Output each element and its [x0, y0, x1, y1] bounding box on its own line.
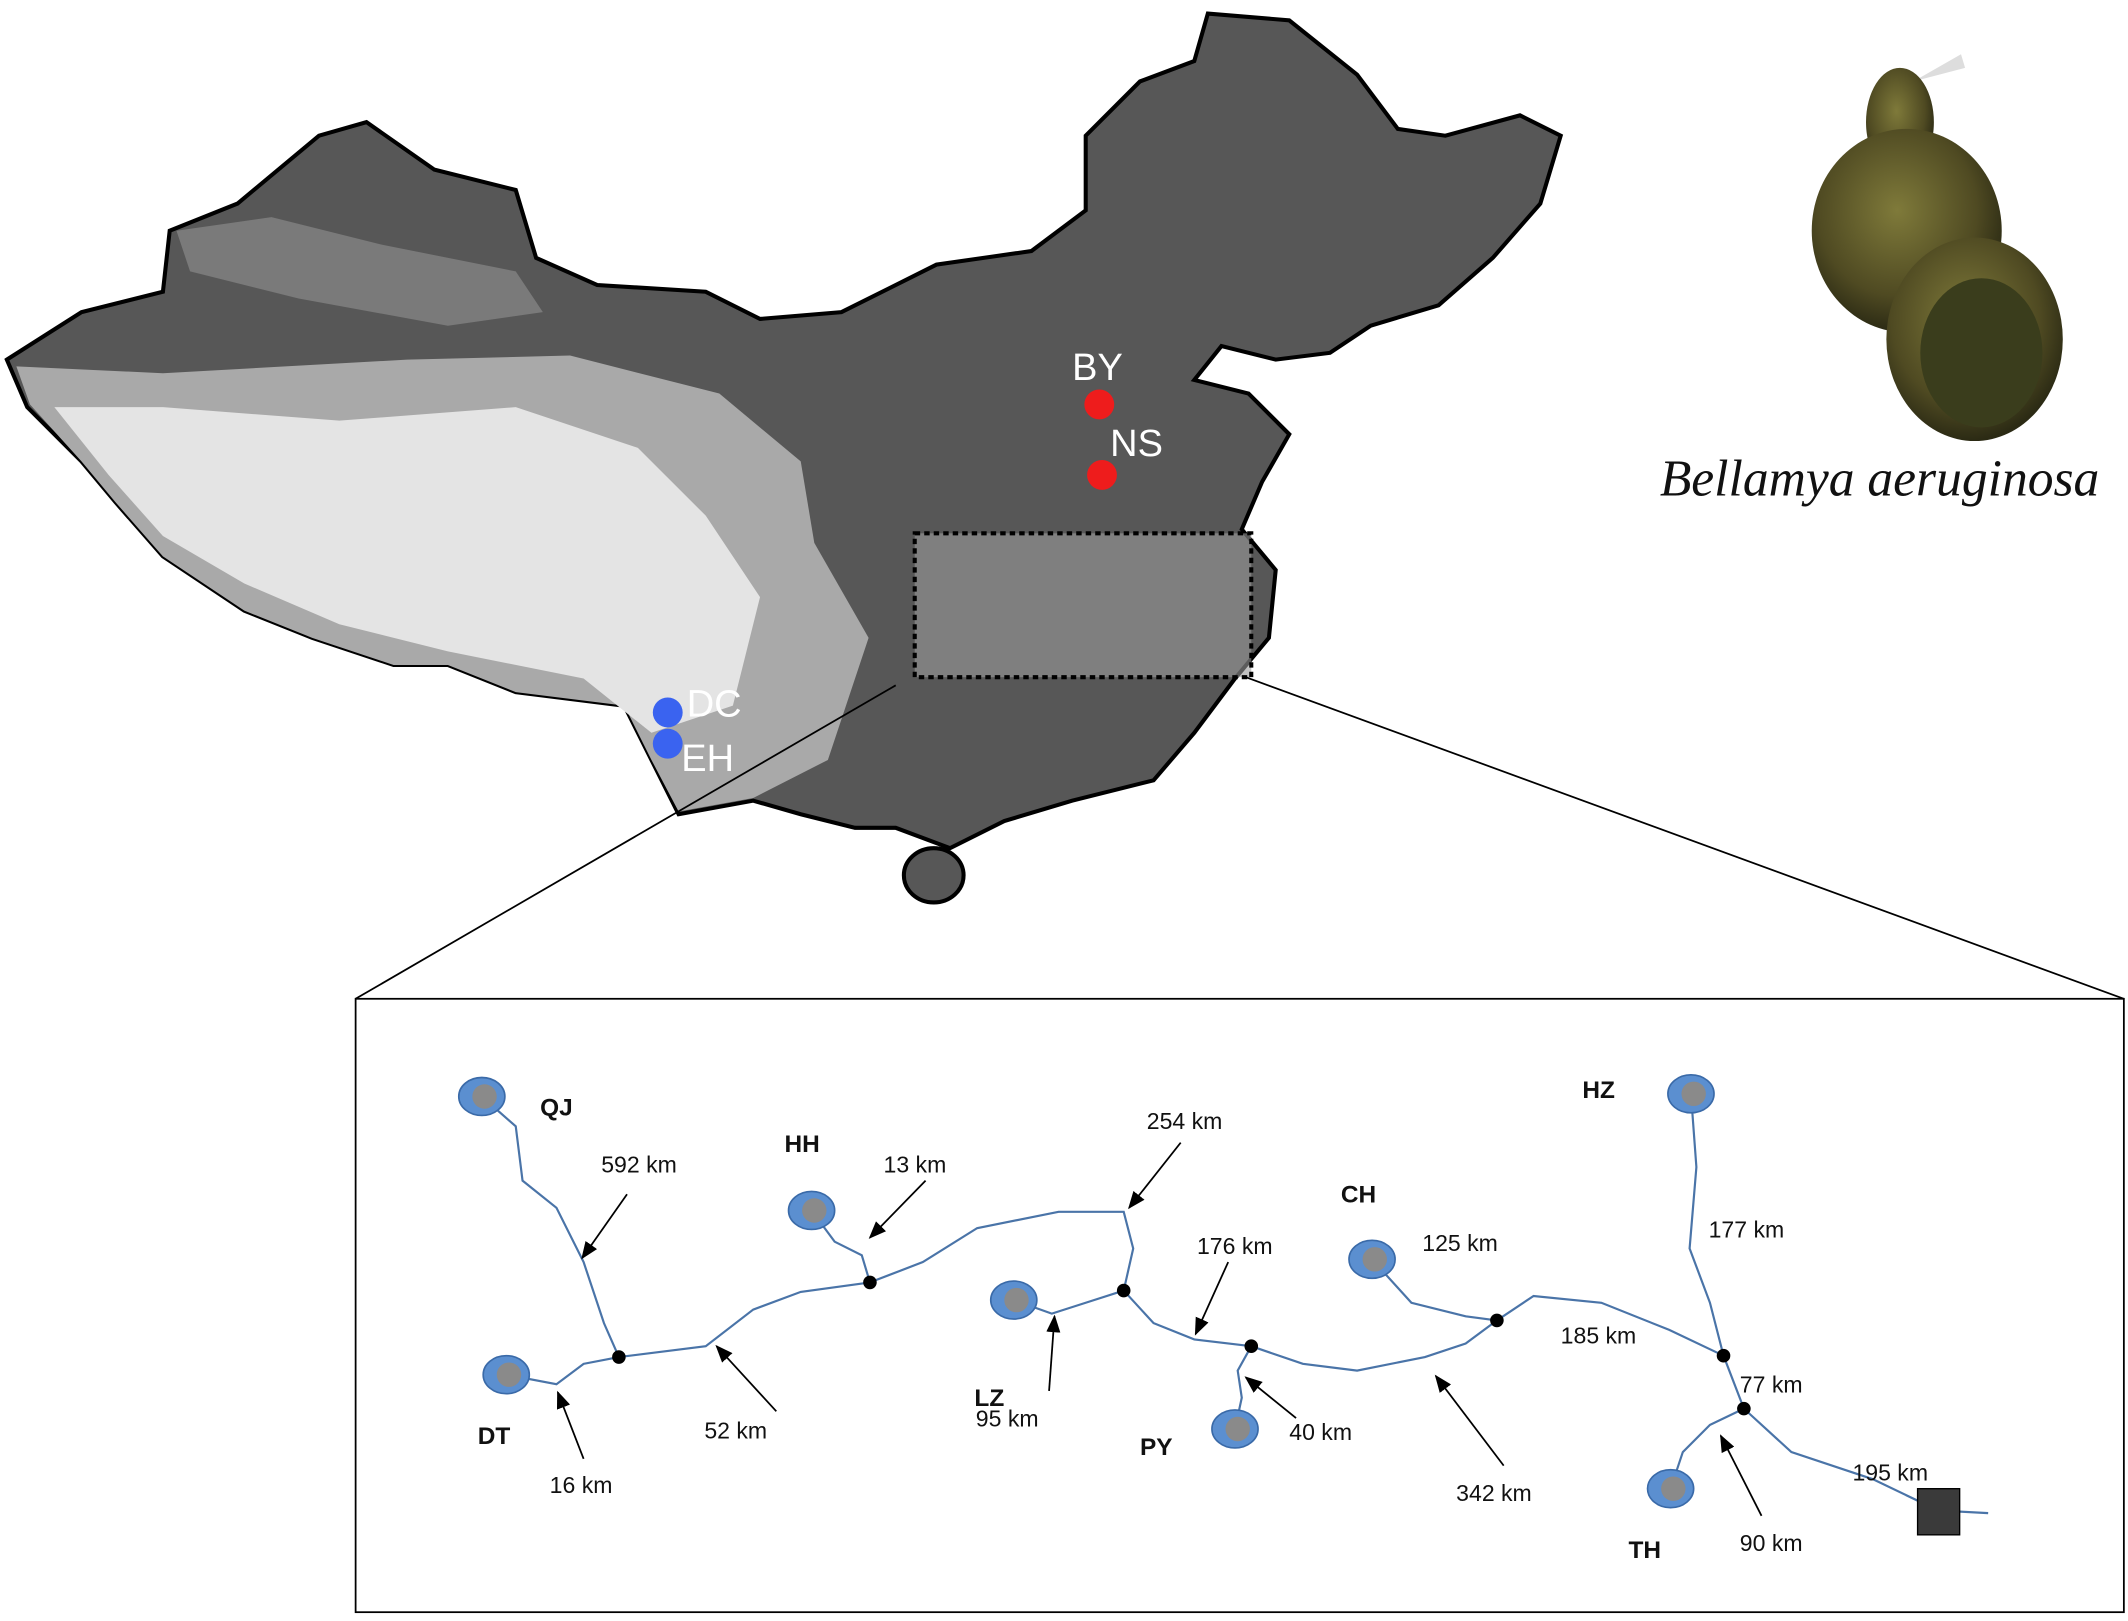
distance: 95 km — [976, 1405, 1039, 1431]
site-name: HZ — [1582, 1077, 1615, 1104]
zoom-line — [1245, 676, 2125, 1000]
distance: 195 km — [1852, 1460, 1928, 1486]
zoom-line — [355, 684, 897, 1000]
site-dot — [652, 697, 683, 728]
arrow — [1244, 1376, 1297, 1419]
river — [618, 1281, 871, 1359]
arrows — [556, 1142, 1763, 1517]
china-map: BY NS DC EH — [4, 11, 1564, 905]
map-basin — [176, 217, 543, 326]
river — [1688, 1093, 1725, 1356]
junction — [612, 1350, 626, 1364]
site-dot — [652, 728, 683, 759]
junction — [1490, 1313, 1504, 1328]
river — [1496, 1294, 1724, 1357]
pond — [1211, 1409, 1259, 1449]
species-name: Bellamya aeruginosa — [1660, 450, 2100, 507]
river — [1722, 1355, 1745, 1410]
snail-photo — [1811, 54, 2063, 442]
pond — [989, 1280, 1038, 1320]
pond — [1646, 1468, 1695, 1509]
arrow — [556, 1390, 585, 1460]
junction — [1116, 1283, 1131, 1298]
site-name: CH — [1341, 1181, 1376, 1208]
ponds — [457, 1073, 1715, 1509]
arrow — [868, 1180, 927, 1239]
distance: 13 km — [884, 1151, 947, 1177]
site-dot — [1084, 389, 1115, 420]
river — [506, 1355, 620, 1386]
river — [481, 1095, 620, 1358]
river — [1371, 1258, 1498, 1322]
site-label: NS — [1110, 423, 1163, 465]
pond — [787, 1190, 836, 1231]
site-name: HH — [784, 1131, 819, 1158]
arrow — [1046, 1314, 1061, 1392]
river — [869, 1210, 1135, 1291]
junction — [1737, 1401, 1751, 1416]
distance: 52 km — [704, 1417, 767, 1443]
network-box — [354, 997, 2125, 1614]
pond — [457, 1076, 506, 1117]
site-name: PY — [1140, 1434, 1173, 1461]
distance: 176 km — [1197, 1233, 1273, 1259]
river — [1250, 1319, 1498, 1372]
site-label: EH — [681, 738, 734, 780]
distance: 342 km — [1456, 1480, 1532, 1506]
outlet — [1916, 1488, 1961, 1536]
pond — [1348, 1239, 1396, 1280]
distance: 177 km — [1709, 1217, 1785, 1243]
arrow — [1434, 1374, 1505, 1467]
arrow — [1194, 1261, 1230, 1336]
junctions — [612, 1275, 1961, 1536]
site-label: DC — [687, 684, 742, 726]
distance: 40 km — [1289, 1419, 1352, 1445]
river — [1122, 1289, 1252, 1348]
site-name: LZ — [974, 1385, 1004, 1412]
map-island — [901, 846, 966, 905]
distance: 77 km — [1740, 1371, 1803, 1397]
distance: 125 km — [1422, 1230, 1498, 1256]
distance: 90 km — [1740, 1530, 1803, 1556]
pond — [1667, 1073, 1715, 1114]
distance: 16 km — [550, 1472, 613, 1498]
junction — [1244, 1339, 1259, 1353]
arrow — [1720, 1434, 1763, 1517]
junction — [1716, 1348, 1731, 1363]
distance: 185 km — [1561, 1322, 1637, 1348]
junction — [863, 1275, 877, 1290]
pond — [482, 1354, 531, 1395]
site-name: DT — [478, 1423, 511, 1450]
distance: 592 km — [601, 1151, 677, 1177]
site-label: BY — [1072, 347, 1123, 389]
arrow — [715, 1344, 777, 1412]
distance: 254 km — [1147, 1108, 1223, 1134]
map-plateau — [54, 407, 761, 733]
arrow — [581, 1193, 628, 1260]
site-name: TH — [1629, 1537, 1662, 1564]
site-name: QJ — [540, 1094, 573, 1121]
zoom-box — [912, 531, 1254, 680]
site-dot — [1087, 460, 1117, 490]
arrow — [1128, 1142, 1182, 1210]
